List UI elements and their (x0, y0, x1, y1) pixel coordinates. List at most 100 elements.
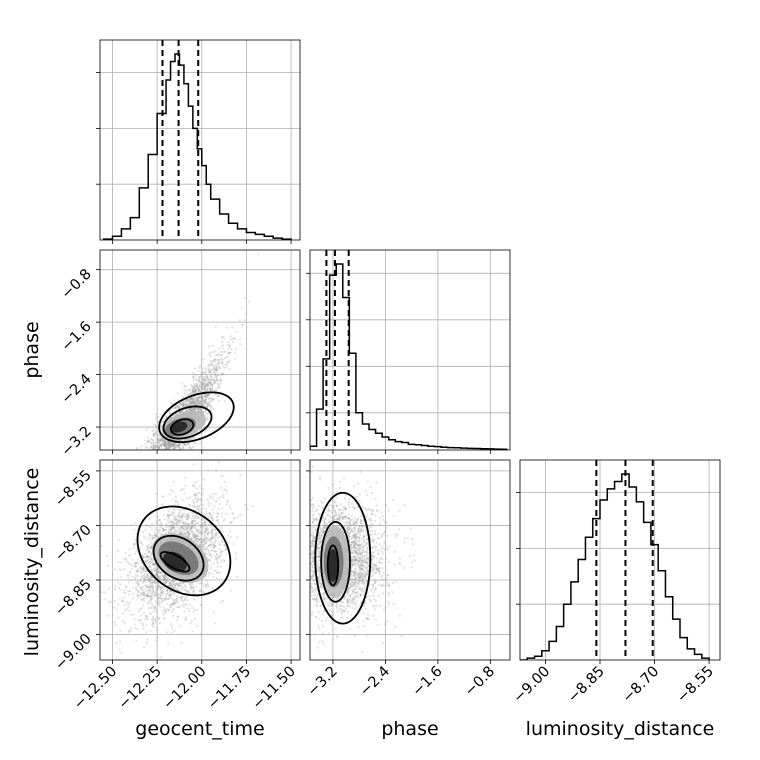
scatter-point (214, 364, 218, 367)
scatter-point (152, 432, 155, 436)
scatter-point (173, 593, 176, 596)
scatter-point (204, 400, 207, 403)
scatter-point (138, 570, 141, 573)
scatter-point (163, 444, 166, 447)
scatter-point (163, 607, 167, 611)
scatter-point (167, 579, 170, 582)
scatter-point (167, 528, 170, 531)
scatter-point (176, 392, 179, 395)
scatter-point (145, 615, 148, 618)
scatter-point (203, 388, 206, 391)
scatter-point (164, 443, 167, 447)
scatter-point (170, 579, 173, 582)
scatter-point (220, 561, 223, 564)
scatter-point (182, 403, 185, 406)
scatter-point (150, 578, 153, 581)
scatter-point (212, 378, 215, 381)
scatter-point (182, 527, 185, 530)
scatter-point (180, 525, 183, 529)
scatter-point (198, 485, 201, 488)
scatter-point (231, 341, 235, 344)
scatter-point (186, 535, 190, 538)
panel-phase-vs-geocent-time (96, 249, 301, 454)
scatter-point (180, 514, 183, 518)
scatter-point (183, 439, 186, 442)
scatter-point (144, 529, 147, 532)
scatter-point (205, 525, 208, 529)
scatter-point (205, 586, 208, 589)
scatter-point (163, 577, 166, 580)
scatter-point (216, 516, 219, 519)
scatter-point (160, 588, 163, 591)
scatter-point (217, 497, 220, 500)
scatter-point (216, 512, 219, 515)
scatter-point (140, 618, 143, 622)
scatter-point (169, 443, 172, 446)
scatter-point (150, 446, 153, 449)
scatter-point (156, 635, 159, 638)
scatter-point (193, 407, 197, 410)
scatter-point (152, 622, 155, 625)
scatter-point (171, 507, 174, 511)
scatter-point (204, 398, 207, 401)
scatter-point (191, 531, 194, 534)
scatter-point (201, 372, 204, 375)
scatter-point (215, 354, 218, 357)
scatter-point (189, 397, 192, 400)
scatter-point (194, 403, 197, 406)
scatter-point (197, 379, 200, 382)
scatter-point (167, 443, 170, 446)
scatter-point (192, 519, 195, 522)
scatter-point (209, 553, 212, 557)
scatter-point (191, 606, 194, 610)
scatter-point (203, 395, 207, 398)
scatter-point (175, 588, 178, 591)
scatter-point (146, 555, 149, 558)
scatter-point (153, 447, 156, 450)
scatter-point (218, 554, 222, 558)
scatter-point (164, 440, 167, 443)
scatter-point (152, 439, 155, 442)
scatter-point (143, 599, 146, 603)
scatter-point (165, 441, 168, 444)
scatter-point (167, 447, 170, 450)
scatter-point (166, 608, 169, 611)
scatter-point (136, 580, 139, 584)
scatter-point (235, 557, 238, 560)
scatter-point (166, 445, 169, 448)
scatter-point (153, 579, 156, 582)
scatter-point (127, 577, 130, 580)
scatter-point (172, 442, 175, 446)
scatter-point (203, 384, 206, 387)
scatter-point (196, 508, 199, 511)
scatter-point (202, 410, 205, 413)
scatter-point (176, 615, 179, 618)
scatter-point (215, 366, 218, 369)
scatter-point (209, 375, 212, 378)
scatter-point (162, 442, 165, 445)
scatter-point (194, 535, 197, 538)
scatter-point (190, 384, 193, 387)
scatter-point (204, 373, 207, 376)
scatter-point (189, 392, 192, 395)
scatter-point (206, 515, 209, 518)
scatter-point (153, 573, 156, 576)
scatter-point (150, 544, 153, 547)
scatter-point (195, 379, 198, 382)
scatter-point (206, 537, 209, 540)
scatter-point (176, 521, 179, 524)
scatter-point (202, 543, 205, 546)
scatter-point (183, 515, 186, 519)
scatter-point (211, 364, 214, 367)
scatter-point (168, 445, 171, 448)
scatter-point (184, 403, 187, 406)
scatter-point (172, 442, 175, 445)
scatter-point (174, 602, 177, 605)
scatter-point (209, 381, 212, 384)
scatter-point (190, 401, 193, 404)
scatter-point (144, 560, 147, 563)
scatter-point (151, 443, 155, 446)
scatter-point (207, 393, 210, 397)
scatter-point (197, 388, 200, 391)
